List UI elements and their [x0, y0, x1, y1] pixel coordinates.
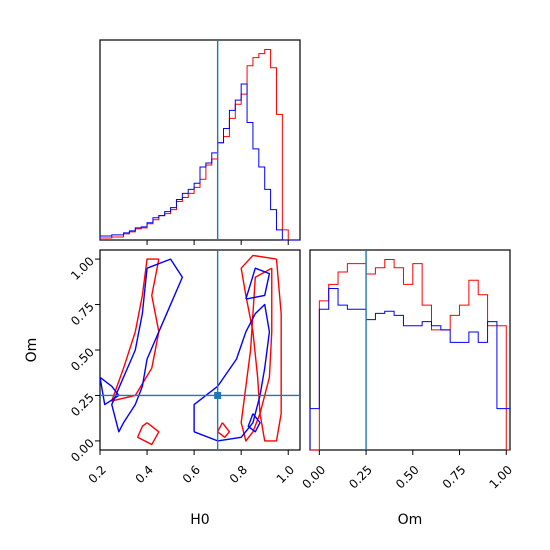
- contour-y-tick-label-1: 0.25: [68, 391, 97, 420]
- contour-y-tick-label-3: 0.75: [68, 300, 97, 329]
- x-axis-label-om: Om: [398, 512, 423, 528]
- hist-om-tick-label-2: 0.50: [393, 463, 422, 492]
- contour-series_a-0: [240, 254, 282, 442]
- hist-om-series-0: [310, 259, 510, 451]
- contour-series_a-2: [111, 258, 160, 402]
- hist-om-frame: [309, 249, 511, 451]
- contour-series_a-3: [136, 422, 160, 446]
- contour-x-tick-label-2: 0.6: [180, 463, 203, 486]
- hist-om-tick-label-3: 0.75: [440, 463, 469, 492]
- y-axis-label-om: Om: [24, 338, 40, 363]
- hist-h0-series-1: [99, 83, 300, 241]
- contour-series_b-7: [111, 258, 184, 433]
- hist-om-panel: 0.00 0.25 0.50 0.75 1.00 Om: [300, 249, 515, 528]
- contour-series_a-1: [240, 267, 273, 442]
- contour-x-tick-label-3: 0.8: [227, 463, 250, 486]
- contour-y-tick-label-0: 0.00: [68, 436, 97, 465]
- truth-marker: [214, 391, 222, 399]
- contour-series_b-9: [247, 413, 261, 433]
- hist-h0-panel: [99, 39, 301, 245]
- contour-series_b-5: [193, 303, 271, 442]
- contour-x-tick-label-0: 0.2: [86, 463, 109, 486]
- hist-om-tick-label-1: 0.25: [346, 463, 375, 492]
- contour-y-tick-label-4: 1.00: [68, 254, 97, 283]
- contour-series_b-6: [245, 267, 271, 300]
- contour-series_a-4: [216, 422, 231, 438]
- contour-x-tick-label-4: 1.0: [274, 463, 297, 486]
- hist-om-series-1: [309, 288, 510, 450]
- contour-x-tick-label-1: 0.4: [133, 463, 156, 486]
- hist-h0-series-0: [99, 49, 300, 241]
- x-axis-label-h0: H0: [190, 512, 209, 528]
- contour-y-tick-label-2: 0.50: [68, 345, 97, 374]
- contour-panel: 0.2 0.4 0.6 0.8 1.0 0.000.250.500.751.00 H0 …: [24, 249, 301, 528]
- hist-om-tick-label-0: 0.00: [300, 463, 329, 492]
- hist-h0-frame: [99, 39, 301, 241]
- hist-om-tick-label-4: 1.00: [486, 463, 515, 492]
